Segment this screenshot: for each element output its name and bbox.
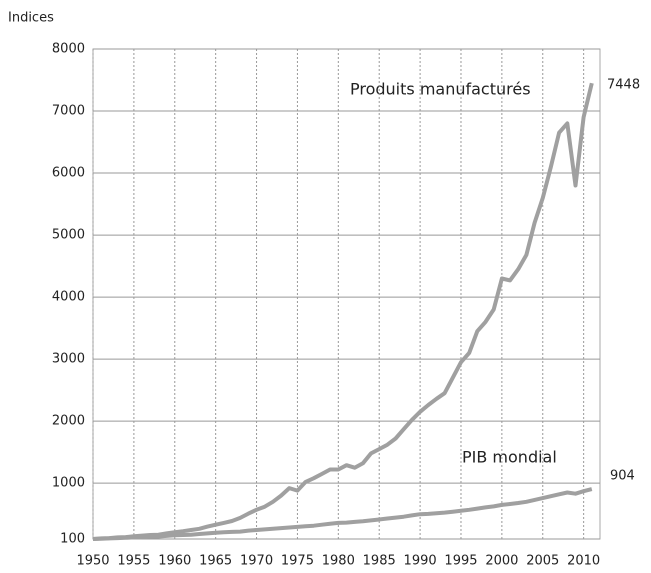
x-tick-label: 1955 [117, 554, 150, 569]
y-tick-label: 6000 [52, 166, 85, 181]
x-tick-label: 1965 [199, 554, 232, 569]
series-line [92, 82, 594, 541]
x-tick-label: 1990 [404, 554, 437, 569]
y-tick-label: 4000 [52, 290, 85, 305]
x-tick-label: 1950 [76, 554, 109, 569]
series-line [92, 487, 593, 541]
y-tick-label: 5000 [52, 228, 85, 243]
x-tick-label: 1970 [240, 554, 273, 569]
y-tick-label: 3000 [52, 352, 85, 367]
x-tick-label: 1975 [281, 554, 314, 569]
end-value-label: 7448 [607, 78, 640, 93]
x-tick-label: 1980 [322, 554, 355, 569]
x-tick-label: 2005 [526, 554, 559, 569]
y-axis-label: Indices [8, 11, 54, 26]
y-tick-label: 7000 [52, 104, 85, 119]
x-tick-label: 1995 [444, 554, 477, 569]
x-tick-label: 2010 [567, 554, 600, 569]
series-label: PIB mondial [462, 448, 557, 467]
x-tick-label: 1985 [363, 554, 396, 569]
x-tick-label: 2000 [485, 554, 518, 569]
y-tick-label: 100 [60, 532, 85, 547]
series-label: Produits manufacturés [350, 80, 531, 99]
y-tick-label: 2000 [52, 414, 85, 429]
end-value-label: 904 [610, 469, 635, 484]
y-tick-label: 8000 [52, 42, 85, 57]
x-tick-label: 1960 [158, 554, 191, 569]
y-tick-label: 1000 [52, 476, 85, 491]
